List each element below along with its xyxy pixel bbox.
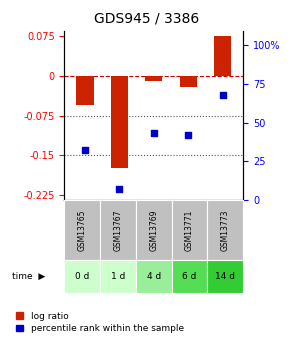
Legend: log ratio, percentile rank within the sample: log ratio, percentile rank within the sa…	[16, 312, 184, 333]
Text: GDS945 / 3386: GDS945 / 3386	[94, 12, 199, 26]
Bar	[111, 76, 128, 168]
Point	[83, 148, 87, 153]
Text: GSM13771: GSM13771	[185, 210, 194, 251]
Bar	[76, 76, 94, 105]
Point	[117, 187, 122, 192]
Point	[151, 131, 156, 136]
Text: 4 d: 4 d	[147, 272, 161, 282]
Text: 1 d: 1 d	[111, 272, 125, 282]
Text: time  ▶: time ▶	[12, 272, 45, 282]
Bar	[180, 76, 197, 87]
Point	[186, 132, 190, 138]
Bar	[145, 76, 162, 81]
Point	[220, 92, 225, 97]
Text: 6 d: 6 d	[182, 272, 197, 282]
Bar	[214, 36, 231, 76]
Text: GSM13769: GSM13769	[149, 209, 158, 251]
Text: GSM13773: GSM13773	[221, 209, 230, 251]
Text: GSM13767: GSM13767	[114, 209, 122, 251]
Text: 0 d: 0 d	[75, 272, 90, 282]
Text: 14 d: 14 d	[215, 272, 235, 282]
Text: GSM13765: GSM13765	[78, 209, 87, 251]
